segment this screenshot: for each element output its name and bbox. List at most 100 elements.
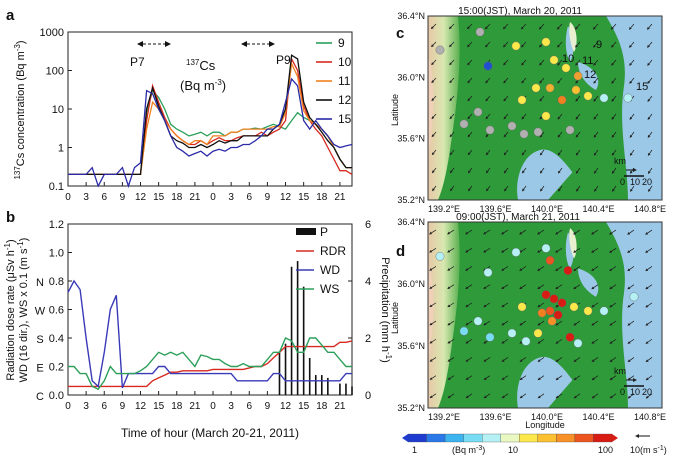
- panel-a-label: a: [6, 7, 15, 24]
- wind-vector: [503, 149, 509, 156]
- wind-vector: [647, 95, 653, 102]
- wind-vector: [429, 284, 437, 289]
- mountain-terrain: [428, 222, 460, 408]
- wind-reference-label: 10(m s-1): [630, 445, 667, 455]
- wind-vector: [447, 393, 455, 399]
- wind-vector: [555, 229, 563, 235]
- wind-direction-label-n: N: [36, 277, 44, 289]
- wind-vector: [591, 375, 599, 381]
- wind-vector: [557, 167, 563, 174]
- panel-b-xtick-label: 18: [316, 401, 328, 412]
- wind-vector: [609, 393, 617, 399]
- wind-vector: [483, 284, 491, 290]
- wind-vector: [465, 302, 473, 308]
- panel-c-scale-bar: km 0 10 20: [614, 156, 652, 187]
- wind-vector: [573, 284, 581, 290]
- wind-vector: [449, 113, 455, 120]
- wind-vector: [609, 247, 617, 253]
- colorbar-cell: [463, 433, 483, 443]
- legend-label-rdr: RDR: [320, 244, 346, 258]
- panel-c-lon-axis: 139.2°E 139.6°E 140.0°E 140.4°E 140.8°E: [428, 204, 666, 214]
- series-line-rdr: [68, 340, 353, 388]
- wind-vector: [647, 131, 653, 138]
- wind-vector: [629, 59, 635, 66]
- wind-vector: [539, 131, 545, 138]
- panel-a-x-axis: 0 3 6 9 12 15 18 21 0 3 6 9 12 15 18 21: [65, 182, 346, 203]
- wind-vector: [609, 320, 617, 326]
- panel-d-lat-label: 35.6°N: [397, 341, 425, 351]
- colorbar-cell: [500, 433, 520, 443]
- panel-b-label: b: [6, 209, 15, 226]
- wind-vector: [539, 59, 545, 66]
- monitoring-site-marker: [549, 55, 559, 65]
- legend-label-site-12: 12: [338, 93, 352, 107]
- wind-vector: [645, 357, 653, 363]
- colorbar-cell: [593, 433, 613, 443]
- panel-d-label: d: [396, 243, 405, 260]
- panel-c-scale-0: 0: [620, 177, 625, 187]
- monitoring-site-marker: [545, 255, 555, 265]
- panel-b-left-ylabel-2: WD (16 dir.), WS x 0.1 (m s-1): [16, 238, 30, 383]
- wind-vector: [576, 185, 581, 192]
- panel-b-y2tick-label: 0: [365, 390, 371, 402]
- panel-c-frame: [427, 15, 663, 201]
- panel-a-xtick-label: 3: [83, 192, 89, 203]
- precip-bar: [351, 386, 353, 395]
- wind-vector: [485, 77, 491, 84]
- wind-vector: [465, 393, 473, 399]
- wind-vector: [485, 149, 491, 156]
- wind-vector: [483, 357, 491, 362]
- monitoring-site-marker: [549, 294, 559, 304]
- wind-vector: [431, 167, 437, 174]
- panel-b-xtick-label: 12: [135, 401, 147, 412]
- colorbar-cell: [574, 433, 594, 443]
- wind-vector: [557, 149, 563, 156]
- wind-vector: [591, 302, 599, 308]
- wind-vector: [432, 185, 437, 192]
- wind-vector: [465, 357, 473, 362]
- precip-bar: [314, 375, 317, 395]
- wind-vector: [540, 185, 545, 192]
- wind-vector: [429, 247, 437, 253]
- plume-p7-label: P7: [130, 55, 145, 69]
- wind-vector: [591, 320, 599, 326]
- wind-vector: [612, 185, 617, 192]
- wind-vector: [521, 113, 527, 120]
- panel-b-xtick-label: 15: [298, 401, 310, 412]
- panel-c-scale-20: 20: [642, 177, 652, 187]
- wind-vector: [537, 284, 545, 290]
- wind-vector: [503, 41, 509, 48]
- wind-vector: [645, 266, 653, 272]
- wind-vector: [539, 149, 545, 156]
- wind-vector: [449, 59, 455, 66]
- panel-c-sites: [435, 27, 633, 139]
- panel-a-xtick-label: 15: [153, 192, 165, 203]
- series-line-site-12: [68, 54, 352, 176]
- wind-vector: [611, 131, 617, 138]
- monitoring-site-marker: [511, 41, 521, 51]
- panel-b-xtick-label: 0: [210, 401, 216, 412]
- monitoring-site-marker: [435, 45, 445, 55]
- wind-vector: [501, 266, 509, 271]
- panel-a-y-axis: 1000 100 10 1 0.1: [40, 27, 72, 193]
- wind-vector: [449, 149, 455, 156]
- monitoring-site-marker: [541, 111, 551, 121]
- wind-vector: [557, 59, 563, 66]
- wind-vector: [467, 113, 473, 120]
- wind-vector: [629, 131, 635, 138]
- wind-vector: [645, 393, 653, 399]
- wind-vector: [630, 185, 635, 192]
- wind-vector: [467, 167, 473, 174]
- precip-bar: [290, 266, 293, 395]
- panel-b-xtick-label: 15: [153, 401, 165, 412]
- wind-vector: [537, 338, 545, 344]
- panel-c-lat-label: 36.4°N: [397, 11, 425, 21]
- panel-b-ytick-label: 0.2: [49, 362, 64, 374]
- panel-c-lat-label: 36.0°N: [397, 72, 425, 82]
- wind-vector: [429, 375, 437, 380]
- panel-d-xlabel: Longitude: [525, 420, 565, 430]
- wind-vector: [465, 266, 473, 271]
- panel-a-xtick-label: 3: [228, 192, 234, 203]
- legend-label-site-10: 10: [338, 55, 352, 69]
- colorbar-cell: [407, 433, 427, 443]
